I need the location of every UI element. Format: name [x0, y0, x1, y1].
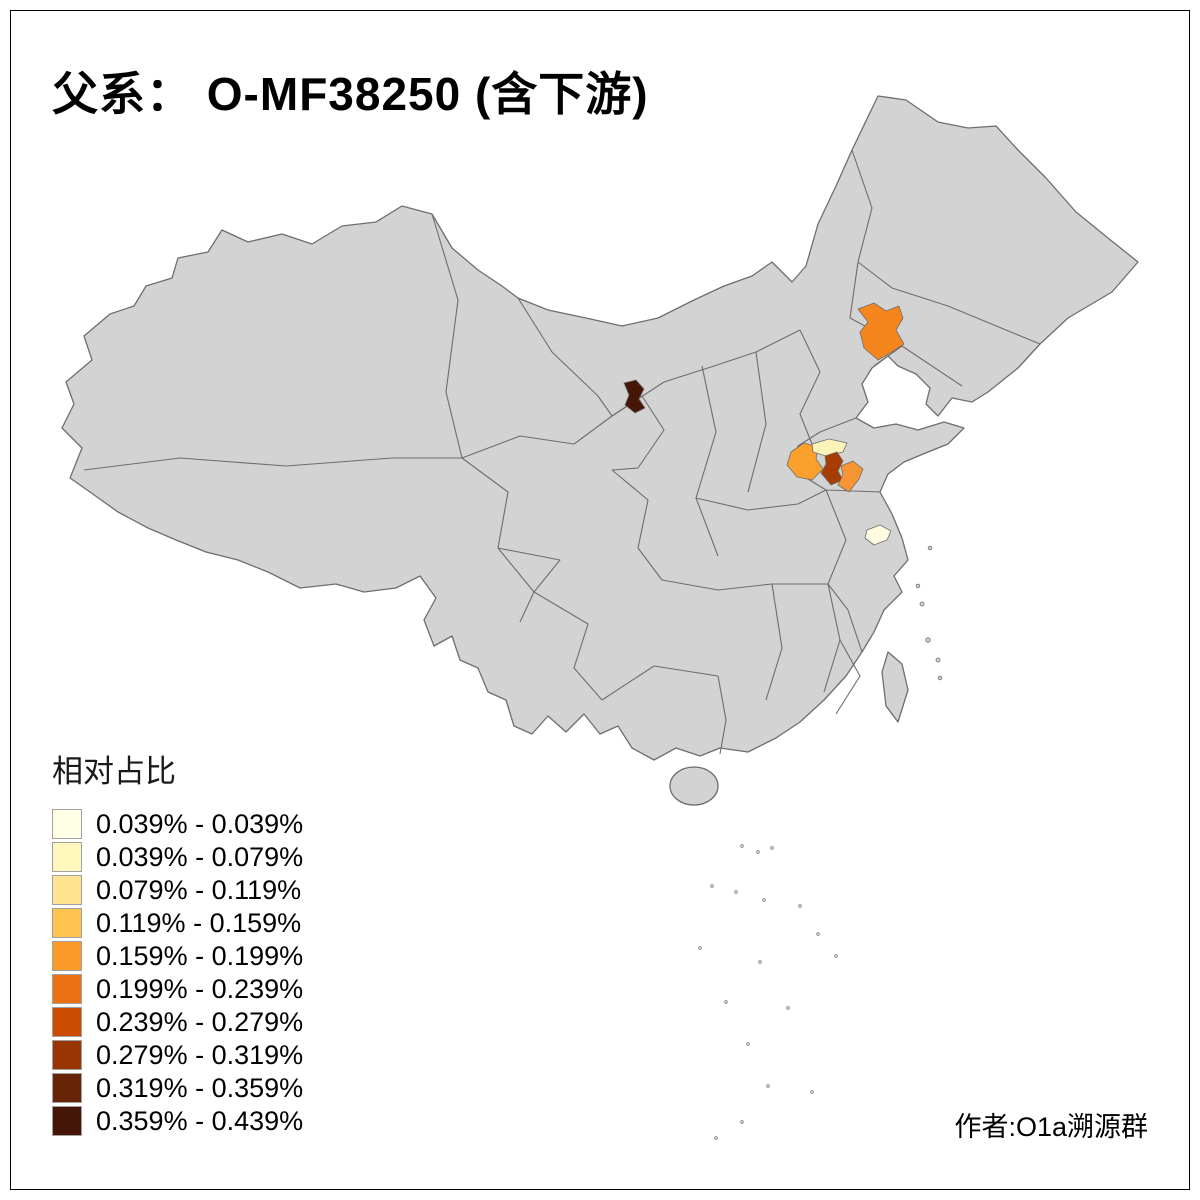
taiwan-island [881, 651, 909, 723]
highlight-regions [623, 302, 905, 546]
legend-row: 0.199% - 0.239% [52, 974, 303, 1004]
legend-label: 0.319% - 0.359% [96, 1072, 304, 1103]
legend-label: 0.279% - 0.319% [96, 1039, 304, 1070]
legend-swatch [52, 1007, 82, 1037]
highlight-region-1 [857, 302, 905, 361]
legend-label: 0.039% - 0.079% [96, 841, 304, 872]
legend-label: 0.039% - 0.039% [96, 808, 304, 839]
map-stroke-group [61, 95, 1139, 1140]
highlight-region-6 [837, 460, 864, 493]
legend-swatch [52, 1040, 82, 1070]
page-title: 父系： O-MF38250 (含下游) [52, 68, 649, 120]
legend-row: 0.319% - 0.359% [52, 1073, 303, 1103]
legend-swatch [52, 941, 82, 971]
land-layer [61, 95, 1139, 1140]
legend-row: 0.039% - 0.079% [52, 842, 303, 872]
coastal-islands [915, 545, 943, 681]
legend-label: 0.199% - 0.239% [96, 973, 304, 1004]
legend-swatch [52, 842, 82, 872]
legend: 相对占比 0.039% - 0.039% 0.039% - 0.079% 0.079… [52, 746, 303, 1139]
hainan-island [669, 766, 719, 806]
legend-label: 0.079% - 0.119% [96, 874, 302, 905]
legend-swatch [52, 809, 82, 839]
legend-label: 0.119% - 0.159% [96, 907, 302, 938]
legend-items: 0.039% - 0.039% 0.039% - 0.079% 0.079% - 0… [52, 809, 303, 1136]
highlight-region-7 [864, 524, 892, 546]
credit: 作者:O1a溯源群 [954, 1112, 1148, 1142]
china-mainland [61, 95, 1139, 761]
legend-label: 0.359% - 0.439% [96, 1105, 304, 1136]
legend-row: 0.159% - 0.199% [52, 941, 303, 971]
legend-title: 相对占比 [52, 754, 176, 789]
legend-row: 0.359% - 0.439% [52, 1106, 303, 1136]
legend-swatch [52, 974, 82, 1004]
legend-row: 0.239% - 0.279% [52, 1007, 303, 1037]
legend-row: 0.279% - 0.319% [52, 1040, 303, 1070]
legend-swatch [52, 1106, 82, 1136]
legend-row: 0.119% - 0.159% [52, 908, 303, 938]
legend-swatch [52, 1073, 82, 1103]
legend-swatch [52, 908, 82, 938]
highlight-region-2 [623, 379, 646, 414]
legend-label: 0.159% - 0.199% [96, 940, 304, 971]
legend-row: 0.079% - 0.119% [52, 875, 303, 905]
legend-label: 0.239% - 0.279% [96, 1006, 304, 1037]
south-china-sea-islands [698, 844, 838, 1140]
legend-swatch [52, 875, 82, 905]
legend-row: 0.039% - 0.039% [52, 809, 303, 839]
highlight-region-4 [811, 438, 848, 457]
